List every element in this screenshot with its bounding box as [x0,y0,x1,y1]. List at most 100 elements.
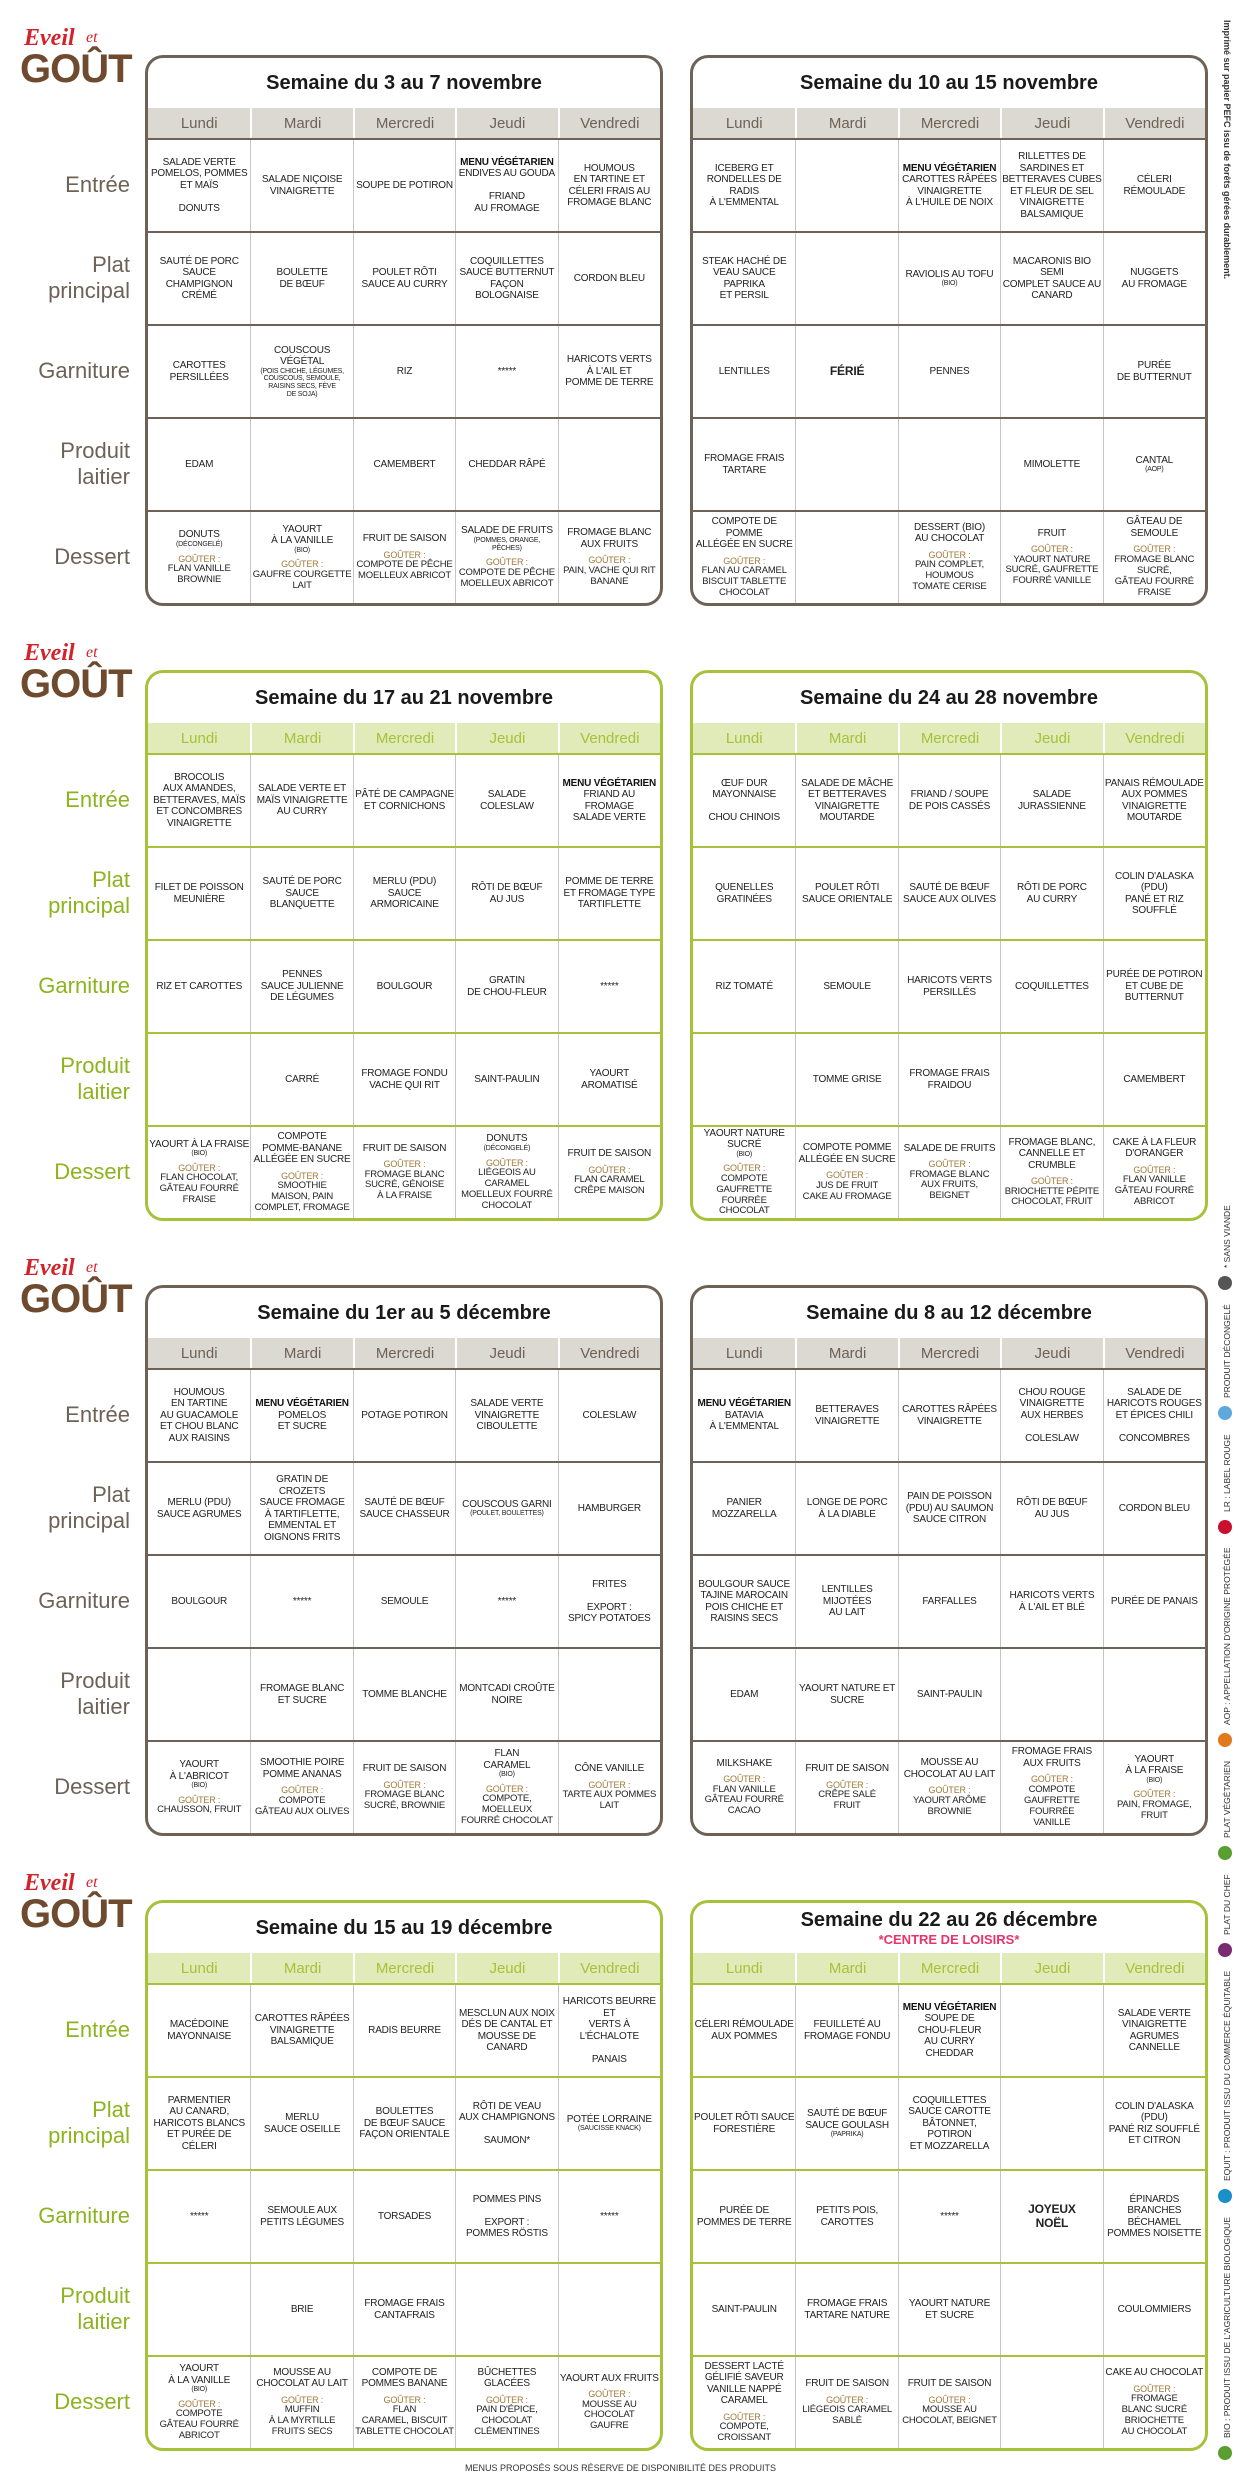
dish: FRIAND AU FROMAGE SALADE VERTE [572,789,646,823]
menu-cell: FRUIT DE SAISON GOÛTER : FROMAGE BLANC SUC… [352,1742,455,1833]
dish: FILET DE POISSON MEUNIÈRE [154,882,244,905]
dish: TOMME BLANCHE [362,1688,447,1700]
logo-word: Eveil [24,640,75,666]
dish: RIZ TOMATÉ [715,980,773,992]
snack-label: GOÛTER : [383,1779,426,1790]
menu-cell: YAOURT À LA FRAISE (BIO) GOÛTER : PAIN, FRO… [1102,1742,1205,1833]
menu-cell: FROMAGE FRAIS TARTARE NATURE [795,2264,897,2355]
row-label-text: Plat principal [48,2097,130,2148]
menu-cell: MOUSSE AU CHOCOLAT AU LAIT GOÛTER : MUFFIN… [250,2357,352,2448]
menu-cell: EDAM [693,1649,795,1740]
row-label: Produit laitier [0,1647,130,1740]
menu-cell: MERLU (PDU) SAUCE AGRUMES [148,1463,250,1554]
print-note: Imprimé sur papier PEFC issu de forêts g… [1222,20,1232,280]
vegetarian-tag: MENU VÉGÉTARIEN [255,1398,349,1410]
dish: TOMME GRISE [812,1073,882,1085]
snack-label: GOÛTER : [826,1170,869,1181]
dish: FROMAGE FRAIS TARTARE [704,453,785,476]
row-label-text: Produit laitier [60,438,130,489]
snack: FROMAGE BLANC SUCRÉ, BROWNIE [363,1789,446,1811]
dish-note: (BIO) [1146,1776,1163,1784]
dish: MONTCADI CROÛTE NOIRE [459,1683,555,1706]
menu-cell: LONGE DE PORC À LA DIABLE [795,1463,897,1554]
menu-cell: CORDON BLEU [1102,1463,1205,1554]
legend-icon [1217,1406,1232,1421]
snack: COMPOTE GÂTEAU AUX OLIVES [254,1794,350,1817]
vegetarian-tag: MENU VÉGÉTARIEN [562,777,657,789]
menu-cell: HARICOTS BEURRE ET VERTS À L'ÉCHALOTE PA… [557,1985,660,2076]
menu-cell [148,1649,250,1740]
dish: EDAM [730,1688,759,1700]
snack: COMPOTE GAUFRETTE FOURRÉE CHOCOLAT [716,1172,773,1217]
menu-row: FILET DE POISSON MEUNIÈRE SAUTÉ DE PORC S… [148,846,660,939]
menu-cell: ŒUF DUR MAYONNAISE CHOU CHINOIS [693,755,795,846]
day-header-row: Lundi Mardi Mercredi Jeudi Vendredi [148,108,660,138]
dish: MOUSSE AU CHOCOLAT AU LAIT [256,2366,348,2390]
dish: FRIAND / SOUPE DE POIS CASSÉS [908,789,991,812]
menu-cell: RIZ [352,326,455,417]
dish: BOULGOUR [376,980,433,992]
menu-cell: GÂTEAU DE SEMOULE GOÛTER : FROMAGE BLANC S… [1102,512,1205,603]
week-title: Semaine du 1er au 5 décembre [257,1301,551,1324]
dish: SAUTÉ DE PORC SAUCE CHAMPIGNON CRÉMÉ [159,255,239,302]
snack: COMPOTE GÂTEAU FOURRÉ ABRICOT [159,2408,239,2441]
menu-cell: HAMBURGER [557,1463,660,1554]
menu-cell: YAOURT AUX FRUITS GOÛTER : MOUSSE AU CHOCO… [557,2357,660,2448]
dish: CAROTTES RÂPÉES VINAIGRETTE [902,1404,997,1427]
menu-cell: ***** [557,2171,660,2262]
menu-row: POULET RÔTI SAUCE FORESTIÈRE SAUTÉ DE BŒU… [693,2076,1205,2169]
legend-text: * SANS VIANDE [1222,1205,1233,1269]
menu-cell: PENNES SAUCE JULIENNE DE LÉGUMES [250,941,352,1032]
menu-cell: MENU VÉGÉTARIEN BATAVIA À L'EMMENTAL [693,1370,795,1461]
dish: CORDON BLEU [573,272,645,284]
dish: COQUILLETTES [1015,980,1089,992]
dish: POULET RÔTI SAUCE ORIENTALE [802,882,893,905]
week-title: Semaine du 8 au 12 décembre [806,1301,1092,1324]
menu-cell [1102,1649,1205,1740]
dish: SALADE DE HARICOTS ROUGES ET ÉPICES CHIL… [1106,1386,1202,1444]
snack: BRIOCHETTE PÉPITE CHOCOLAT, FRUIT [1004,1185,1100,1208]
menu-cell: SEMOULE AUX PETITS LÉGUMES [250,2171,352,2262]
snack: COMPOTE GAUFRETTE FOURRÉE VANILLE [1024,1783,1080,1828]
menu-cell: PURÉE DE POMMES DE TERRE [693,2171,795,2262]
snack-label: GOÛTER : [485,1157,528,1168]
week-title-area: Semaine du 15 au 19 décembre [148,1903,660,1953]
dish: FROMAGE FONDU VACHE QUI RIT [361,1068,448,1091]
dish: COQUILLETTES SAUCE BUTTERNUT FAÇON BOLOG… [459,255,555,302]
menu-cell: RIZ ET CAROTTES [148,941,250,1032]
menu-cell: DONUTS (DÉCONGELÉ) GOÛTER : FLAN VANILLE BR… [148,512,250,603]
menu-row: PARMENTIER AU CANARD, HARICOTS BLANCS ET… [148,2076,660,2169]
dish: PENNES SAUCE JULIENNE DE LÉGUMES [260,969,344,1004]
dish: COLIN D'ALASKA (PDU) PANÉ RIZ SOUFFLÉ ET… [1108,2100,1200,2147]
snack: CHAUSSON, FRUIT [157,1804,242,1816]
dish: RÔTI DE VEAU AUX CHAMPIGNONS SAUMON* [458,2100,555,2147]
menu-cell: BROCOLIS AUX AMANDES, BETTERAVES, MAÏS E… [148,755,250,846]
dish: ÉPINARDS BRANCHES BÉCHAMEL POMMES NOISET… [1107,2193,1202,2240]
week-panel: Semaine du 8 au 12 décembre Lundi Mardi Mer… [690,1285,1208,1836]
menu-cell: MESCLUN AUX NOIX DÉS DE CANTAL ET MOUSSE… [455,1985,557,2076]
dish: ENDIVES AU GOUDA FRIAND AU FROMAGE [458,168,556,214]
dish: ***** [292,1595,312,1607]
dish: DONUTS [178,529,220,541]
dish: HOUMOUS EN TARTINE AU GUACAMOLE ET CHOU … [160,1386,239,1444]
row-label: Dessert [0,510,130,603]
menu-row: TOMME GRISE FROMAGE FRAIS FRAIDOU CAMEMBER… [693,1032,1205,1125]
day-header: Vendredi [557,108,660,138]
snack-label: GOÛTER : [928,549,971,560]
dish: RAVIOLIS AU TOFU [905,268,994,280]
day-header: Lundi [725,1959,763,1977]
dish: SALADE DE MÂCHE ET BETTERAVES VINAIGRETT… [801,777,894,824]
menu-cell: CAMEMBERT [1102,1034,1205,1125]
row-label: Dessert [0,2355,130,2448]
menu-cell: HOUMOUS EN TARTINE AU GUACAMOLE ET CHOU … [148,1370,250,1461]
row-label: Garniture [0,324,130,417]
dish: SALADE DE FRUITS [903,1142,996,1154]
menu-cell: ICEBERG ET RONDELLES DE RADIS À L'EMMENT… [693,140,795,231]
week-title: Semaine du 10 au 15 novembre [800,71,1098,94]
menu-cell: CAROTTES RÂPÉES VINAIGRETTE BALSAMIQUE [250,1985,352,2076]
day-header-row: Lundi Mardi Mercredi Jeudi Vendredi [693,1953,1205,1983]
dish: SOUPE DE POTIRON [356,179,453,191]
snack-label: GOÛTER : [588,1164,631,1175]
dish-note: (BIO) [499,1771,515,1779]
menu-row: YAOURT NATURE SUCRÉ (BIO) GOÛTER : COMPOTE … [693,1125,1205,1218]
